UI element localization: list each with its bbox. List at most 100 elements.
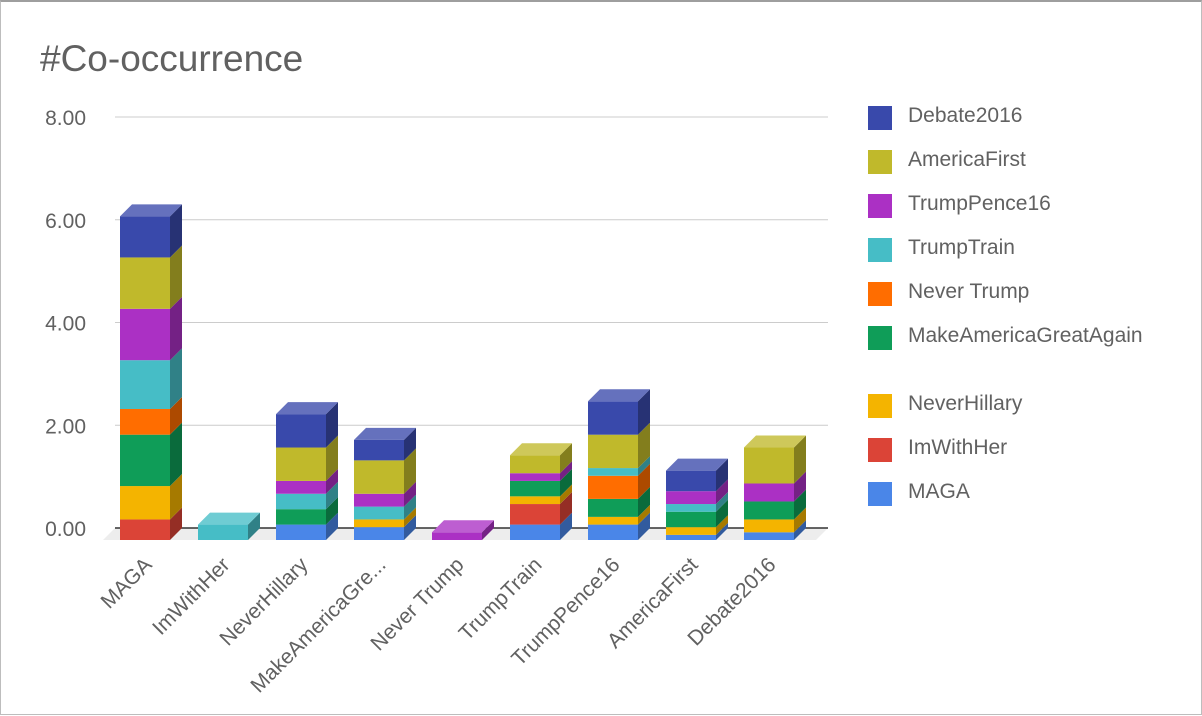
bar-top: [276, 402, 338, 415]
bar-segment-side: [716, 479, 728, 505]
bar-segment: [510, 524, 560, 540]
bar-segment-side: [794, 520, 806, 540]
bar-segment: [744, 447, 794, 484]
legend-item: AmericaFirst: [866, 146, 1176, 190]
bar-top: [198, 512, 260, 525]
bar-segment: [354, 519, 404, 528]
bar-segment: [510, 504, 560, 525]
bar-segment: [510, 480, 560, 497]
x-tick-label: MAGA: [97, 553, 157, 613]
bar-segment-side: [404, 427, 416, 461]
bar-segment: [120, 434, 170, 487]
bar-stack: [510, 443, 572, 540]
bar-segment: [120, 408, 170, 435]
bar-segment-side: [326, 497, 338, 525]
bar-stack: [276, 402, 338, 540]
bar-top: [120, 204, 182, 217]
bar-stack: [354, 427, 416, 540]
legend-label: AmericaFirst: [908, 148, 1026, 171]
bar-segment-side: [794, 471, 806, 502]
bar-segment: [744, 519, 794, 533]
bar-top: [510, 443, 572, 456]
bar-segment: [276, 493, 326, 510]
bar-segment-side: [638, 456, 650, 476]
y-tick-label: 6.00: [45, 210, 86, 233]
bar-segment: [198, 524, 248, 540]
legend-swatch: [868, 326, 892, 350]
bar-segment-side: [716, 492, 728, 512]
bar-segment-side: [794, 489, 806, 520]
bar-segment: [354, 493, 404, 507]
bar-segment-side: [638, 389, 650, 435]
bar-segment: [666, 491, 716, 505]
bar-segment: [510, 455, 560, 474]
bar-segment-side: [716, 499, 728, 528]
bar-segment-side: [404, 448, 416, 494]
bar-stack: [744, 435, 806, 540]
bar-segment-side: [638, 512, 650, 540]
bar-segment: [354, 460, 404, 494]
bar-segment-side: [716, 458, 728, 492]
bar-segment-side: [326, 481, 338, 510]
bar-segment: [588, 498, 638, 517]
bar-segment-side: [560, 443, 572, 474]
legend-item: NeverHillary: [866, 390, 1176, 434]
bar-segment-side: [560, 484, 572, 505]
bar-segment-side: [170, 396, 182, 435]
bar-top: [744, 435, 806, 448]
legend-swatch: [868, 238, 892, 262]
bar-segment-side: [404, 494, 416, 520]
bar-segment-side: [170, 474, 182, 520]
y-tick-label: 4.00: [45, 313, 86, 336]
legend-item: MakeAmericaGreatAgain: [866, 322, 1176, 390]
bar-segment-side: [404, 515, 416, 540]
bar-segment: [744, 483, 794, 502]
bar-segment: [666, 470, 716, 492]
legend-item: Debate2016: [866, 102, 1176, 146]
bar-segment-side: [326, 402, 338, 448]
bar-segment: [588, 475, 638, 499]
bar-segment: [120, 519, 170, 540]
bar-segment-side: [248, 512, 260, 540]
bar-top: [354, 427, 416, 440]
bar-segment: [276, 414, 326, 448]
bar-segment-side: [170, 507, 182, 540]
legend-swatch: [868, 394, 892, 418]
bar-segment: [588, 468, 638, 476]
legend-label: NeverHillary: [908, 392, 1023, 415]
y-tick-label: 8.00: [45, 107, 86, 130]
legend-swatch: [868, 194, 892, 218]
chart-title: #Co-occurrence: [40, 38, 304, 79]
legend-swatch: [868, 150, 892, 174]
bar-segment-side: [638, 486, 650, 517]
bar-segment: [354, 439, 404, 461]
bar-segment-side: [560, 468, 572, 497]
legend-item: TrumpTrain: [866, 234, 1176, 278]
bar-segment: [120, 308, 170, 361]
legend-item: TrumpPence16: [866, 190, 1176, 234]
bar-segment-side: [326, 512, 338, 540]
bar-segment: [666, 504, 716, 512]
legend-label: MakeAmericaGreatAgain: [908, 324, 1143, 347]
bar-segment: [510, 496, 560, 505]
bar-segment-side: [794, 435, 806, 484]
bar-segment: [120, 486, 170, 520]
bar-segment-side: [404, 507, 416, 528]
bar-segment: [666, 527, 716, 535]
bar-segment: [354, 506, 404, 520]
legend-label: TrumpTrain: [908, 236, 1015, 259]
legend-label: Debate2016: [908, 104, 1023, 127]
bar-segment: [744, 532, 794, 540]
legend-label: Never Trump: [908, 280, 1030, 303]
bar-segment: [666, 511, 716, 528]
bar-segment: [744, 501, 794, 520]
bar-stack: [120, 204, 182, 540]
legend-item: Never Trump: [866, 278, 1176, 322]
legend-swatch: [868, 482, 892, 506]
bar-segment: [276, 509, 326, 525]
bar-segment-side: [326, 435, 338, 481]
y-tick-label: 2.00: [45, 415, 86, 438]
y-tick-label: 0.00: [45, 518, 86, 541]
bar-segment-side: [716, 515, 728, 535]
